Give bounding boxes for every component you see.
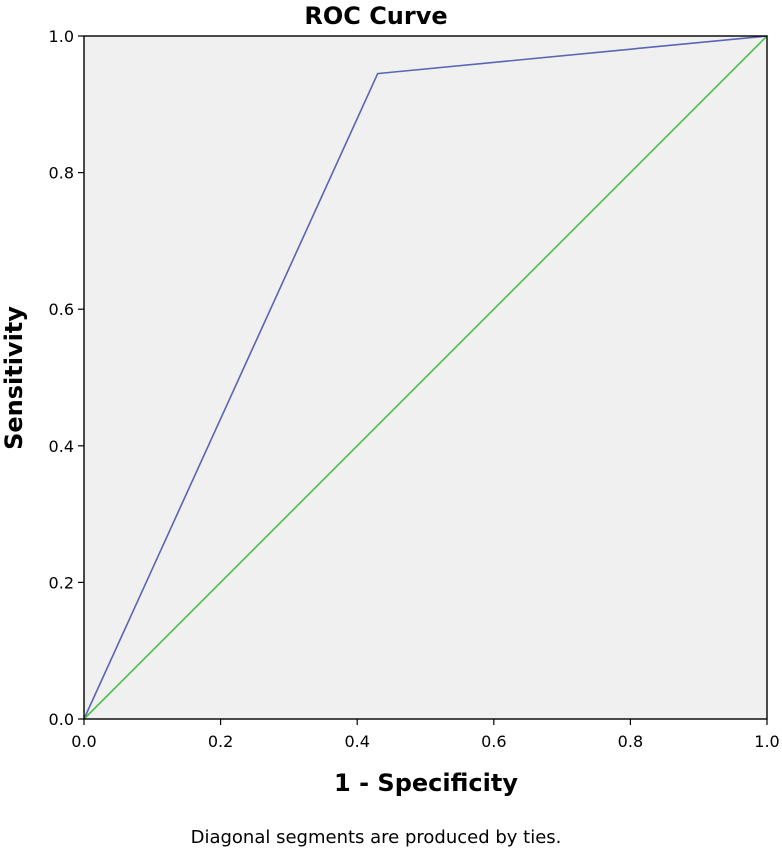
x-tick-label: 0.8 bbox=[618, 732, 643, 751]
y-tick-label: 0.4 bbox=[49, 437, 74, 456]
plot-frame bbox=[83, 35, 768, 720]
y-tick-label: 0.0 bbox=[49, 710, 74, 729]
chart-title: ROC Curve bbox=[304, 2, 447, 30]
footnote: Diagonal segments are produced by ties. bbox=[191, 827, 562, 848]
y-tick-label: 1.0 bbox=[49, 27, 74, 46]
x-tick-label: 0.0 bbox=[71, 732, 96, 751]
y-axis-ticks: 0.0 0.2 0.4 0.6 0.8 1.0 bbox=[49, 27, 84, 729]
x-tick-label: 0.6 bbox=[481, 732, 506, 751]
x-tick-label: 0.2 bbox=[208, 732, 233, 751]
y-tick-label: 0.2 bbox=[49, 573, 74, 592]
series-line-0 bbox=[83, 35, 768, 720]
series-group bbox=[83, 35, 768, 720]
x-tick-label: 0.4 bbox=[344, 732, 369, 751]
y-tick-label: 0.8 bbox=[49, 164, 74, 183]
x-axis-ticks: 0.0 0.2 0.4 0.6 0.8 1.0 bbox=[71, 719, 780, 751]
y-axis-label: Sensitivity bbox=[0, 306, 28, 450]
x-axis-label: 1 - Specificity bbox=[334, 769, 518, 797]
series-line-1 bbox=[83, 35, 768, 720]
x-tick-label: 1.0 bbox=[754, 732, 779, 751]
y-tick-label: 0.6 bbox=[49, 300, 74, 319]
